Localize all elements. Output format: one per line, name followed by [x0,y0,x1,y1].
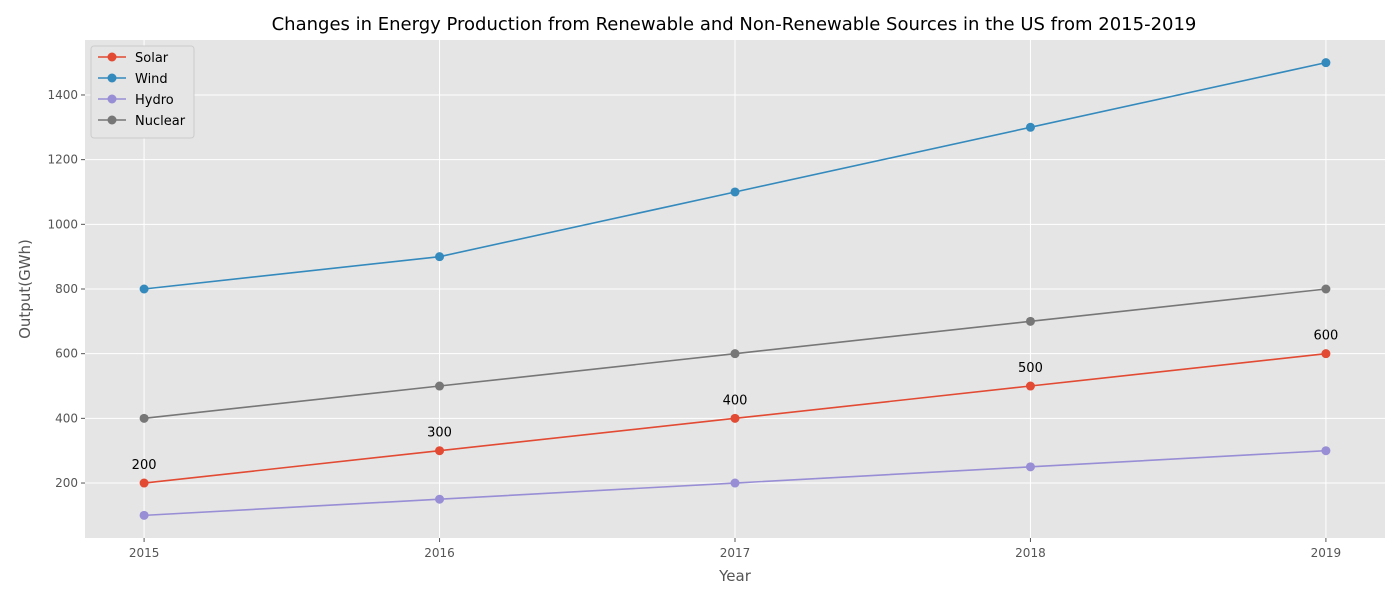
x-tick-label: 2015 [129,546,160,560]
legend-marker-wind [107,73,117,83]
y-tick-label: 600 [55,347,78,361]
data-point-solar [139,478,149,488]
x-axis-label: Year [718,567,752,585]
y-tick-label: 800 [55,282,78,296]
data-point-nuclear [139,413,149,423]
data-point-nuclear [435,381,445,391]
y-axis-label: Output(GWh) [16,239,34,339]
y-tick-label: 1000 [47,217,78,231]
data-label-solar: 200 [132,458,157,473]
y-axis-ticks: 200 400 600 800 1000 1200 1400 [47,88,85,490]
data-point-nuclear [1025,316,1035,326]
data-label-solar: 500 [1018,361,1043,376]
x-tick-label: 2018 [1015,546,1046,560]
legend-marker-hydro [107,94,117,104]
legend-label-solar: Solar [135,51,169,66]
y-tick-label: 400 [55,411,78,425]
data-point-wind [139,284,149,294]
data-point-solar [1025,381,1035,391]
data-label-solar: 300 [427,426,452,441]
legend-label-nuclear: Nuclear [135,114,186,129]
data-labels: 200 300 400 500 600 [132,329,1339,473]
data-label-solar: 400 [723,393,748,408]
y-tick-label: 200 [55,476,78,490]
x-axis-ticks: 2015 2016 2017 2018 2019 [129,538,1341,560]
data-point-hydro [435,494,445,504]
data-point-hydro [1321,446,1331,456]
y-tick-label: 1200 [47,153,78,167]
data-point-nuclear [730,349,740,359]
grid-lines [85,40,1385,538]
legend-box [90,45,195,139]
chart-title: Changes in Energy Production from Renewa… [272,14,1197,35]
data-point-solar [435,446,445,456]
data-point-hydro [730,478,740,488]
y-tick-label: 1400 [47,88,78,102]
data-point-solar [730,413,740,423]
data-point-hydro [139,510,149,520]
data-point-wind [1321,58,1331,68]
legend-marker-nuclear [107,115,117,125]
data-label-solar: 600 [1313,329,1338,344]
data-point-hydro [1025,462,1035,472]
data-point-wind [435,252,445,262]
x-tick-label: 2017 [720,546,751,560]
legend: Solar Wind Hydro Nuclear [90,45,195,139]
data-point-solar [1321,349,1331,359]
data-point-nuclear [1321,284,1331,294]
series-lines [139,58,1331,520]
legend-marker-solar [107,52,117,62]
x-tick-label: 2016 [424,546,455,560]
x-tick-label: 2019 [1311,546,1342,560]
data-point-wind [1025,122,1035,132]
data-point-wind [730,187,740,197]
legend-label-hydro: Hydro [135,93,174,108]
legend-label-wind: Wind [135,72,168,87]
